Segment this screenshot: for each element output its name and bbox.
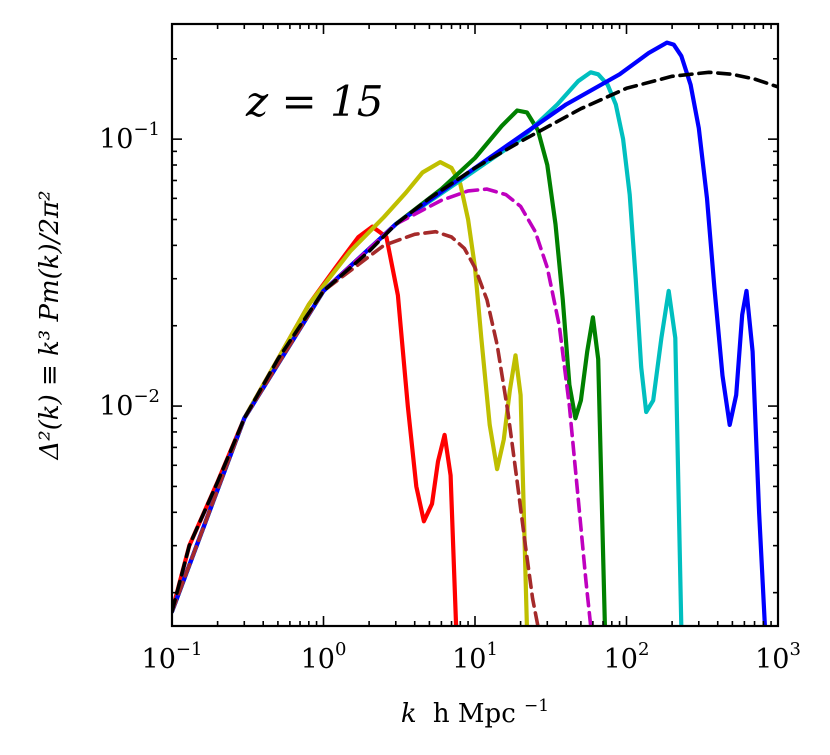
x-tick-label: 101 (452, 639, 498, 675)
x-tick-label: 103 (755, 639, 801, 675)
x-axis-label: k h Mpc −1 (401, 696, 549, 729)
series-line-green (172, 108, 607, 626)
labels-layer: 10−1 100 101 102 103 10−2 10−1 (99, 119, 801, 675)
plot-frame (170, 22, 780, 628)
x-tick-label: 102 (604, 639, 650, 675)
y-tick-label: 10−1 (99, 119, 160, 155)
x-axis-unit: h Mpc (433, 699, 516, 729)
x-tick-label: 10−1 (142, 639, 203, 675)
series-line-brown-dashed (172, 229, 540, 626)
series-line-red (172, 224, 459, 626)
series-layer (172, 40, 778, 626)
x-tick-label: 100 (301, 639, 347, 675)
series-line-yellow (172, 160, 529, 626)
x-axis-exp: −1 (524, 696, 549, 716)
redshift-annotation: z = 15 (245, 77, 383, 126)
series-line-black-dashed (172, 70, 778, 614)
x-axis-var: k (401, 699, 417, 729)
y-axis-label: Δ²(k) ≡ k³ Pm(k)/2π² (35, 190, 65, 460)
y-tick-label: 10−2 (99, 386, 160, 422)
